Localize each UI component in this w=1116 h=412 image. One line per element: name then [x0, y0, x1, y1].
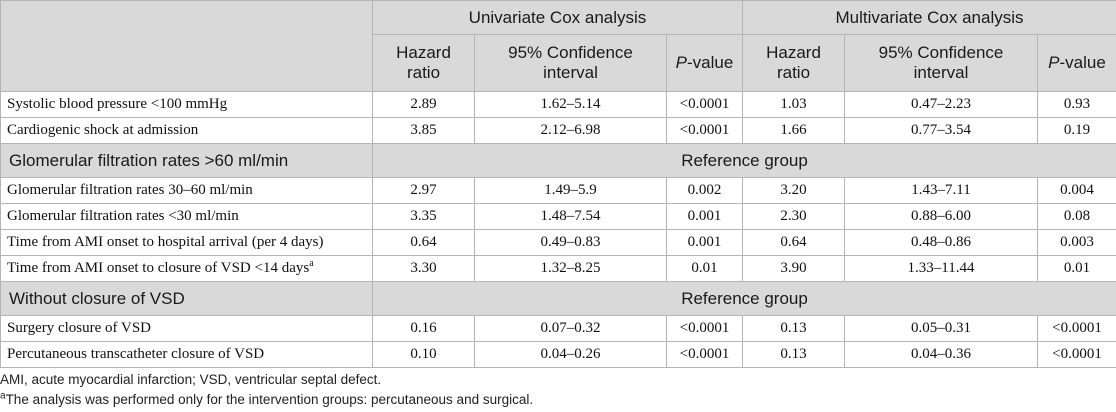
- multivariate-p-value-cell: 0.004: [1038, 178, 1116, 204]
- multivariate-header: Multivariate Cox analysis: [743, 1, 1116, 35]
- multivariate-ci-cell: 0.88–6.00: [845, 204, 1038, 230]
- univariate-ci-cell: 1.49–5.9: [475, 178, 667, 204]
- reference-group-cell: Reference group: [373, 282, 1116, 316]
- footnote-a: aThe analysis was performed only for the…: [0, 392, 1116, 408]
- multivariate-hazard-ratio-cell: 0.13: [743, 316, 845, 342]
- table-footnotes: AMI, acute myocardial infarction; VSD, v…: [0, 372, 1116, 412]
- row-label: Glomerular filtration rates <30 ml/min: [1, 204, 373, 230]
- multivariate-ci-cell: 0.48–0.86: [845, 230, 1038, 256]
- univariate-p-value-header: P-value: [667, 35, 743, 92]
- univariate-hazard-ratio-cell: 0.10: [373, 342, 475, 368]
- univariate-hazard-ratio-header: Hazard ratio: [373, 35, 475, 92]
- multivariate-ci-header: 95% Confidence interval: [845, 35, 1038, 92]
- univariate-hazard-ratio-cell: 3.85: [373, 118, 475, 144]
- univariate-p-value-cell: <0.0001: [667, 118, 743, 144]
- reference-group-cell: Reference group: [373, 144, 1116, 178]
- multivariate-p-value-cell: 0.01: [1038, 256, 1116, 282]
- row-label: Time from AMI onset to hospital arrival …: [1, 230, 373, 256]
- multivariate-hazard-ratio-cell: 1.03: [743, 92, 845, 118]
- multivariate-hazard-ratio-cell: 1.66: [743, 118, 845, 144]
- multivariate-ci-cell: 0.05–0.31: [845, 316, 1038, 342]
- univariate-hazard-ratio-cell: 0.64: [373, 230, 475, 256]
- univariate-p-value-cell: <0.0001: [667, 92, 743, 118]
- row-label: Surgery closure of VSD: [1, 316, 373, 342]
- univariate-ci-cell: 1.32–8.25: [475, 256, 667, 282]
- table-row: Time from AMI onset to hospital arrival …: [1, 230, 1116, 256]
- univariate-ci-cell: 0.04–0.26: [475, 342, 667, 368]
- multivariate-p-value-cell: 0.08: [1038, 204, 1116, 230]
- univariate-ci-cell: 0.49–0.83: [475, 230, 667, 256]
- multivariate-hazard-ratio-header: Hazard ratio: [743, 35, 845, 92]
- univariate-p-value-cell: 0.002: [667, 178, 743, 204]
- multivariate-p-value-cell: 0.93: [1038, 92, 1116, 118]
- multivariate-hazard-ratio-cell: 3.20: [743, 178, 845, 204]
- multivariate-ci-cell: 1.43–7.11: [845, 178, 1038, 204]
- multivariate-p-value-header: P-value: [1038, 35, 1116, 92]
- univariate-p-value-cell: <0.0001: [667, 342, 743, 368]
- univariate-p-value-cell: 0.001: [667, 204, 743, 230]
- univariate-p-value-cell: <0.0001: [667, 316, 743, 342]
- row-label: Percutaneous transcatheter closure of VS…: [1, 342, 373, 368]
- univariate-hazard-ratio-cell: 3.30: [373, 256, 475, 282]
- multivariate-p-value-cell: 0.19: [1038, 118, 1116, 144]
- univariate-p-value-cell: 0.01: [667, 256, 743, 282]
- row-label: Cardiogenic shock at admission: [1, 118, 373, 144]
- multivariate-p-value-cell: <0.0001: [1038, 316, 1116, 342]
- univariate-ci-cell: 2.12–6.98: [475, 118, 667, 144]
- univariate-hazard-ratio-cell: 2.89: [373, 92, 475, 118]
- univariate-hazard-ratio-cell: 0.16: [373, 316, 475, 342]
- footnote-marker: a: [309, 258, 313, 269]
- cox-analysis-table: Univariate Cox analysis Multivariate Cox…: [0, 0, 1116, 368]
- row-label: Glomerular filtration rates 30–60 ml/min: [1, 178, 373, 204]
- multivariate-ci-cell: 0.47–2.23: [845, 92, 1038, 118]
- univariate-p-value-cell: 0.001: [667, 230, 743, 256]
- table-row: Time from AMI onset to closure of VSD <1…: [1, 256, 1116, 282]
- multivariate-ci-cell: 1.33–11.44: [845, 256, 1038, 282]
- row-label: Time from AMI onset to closure of VSD <1…: [1, 256, 373, 282]
- univariate-ci-header: 95% Confidence interval: [475, 35, 667, 92]
- multivariate-hazard-ratio-cell: 0.64: [743, 230, 845, 256]
- table-row: Percutaneous transcatheter closure of VS…: [1, 342, 1116, 368]
- univariate-hazard-ratio-cell: 2.97: [373, 178, 475, 204]
- table-row: Glomerular filtration rates 30–60 ml/min…: [1, 178, 1116, 204]
- section-label: Glomerular filtration rates >60 ml/min: [1, 144, 373, 178]
- multivariate-hazard-ratio-cell: 3.90: [743, 256, 845, 282]
- univariate-header: Univariate Cox analysis: [373, 1, 743, 35]
- abbreviations-footnote: AMI, acute myocardial infarction; VSD, v…: [0, 372, 1116, 388]
- multivariate-hazard-ratio-cell: 2.30: [743, 204, 845, 230]
- univariate-ci-cell: 1.48–7.54: [475, 204, 667, 230]
- univariate-hazard-ratio-cell: 3.35: [373, 204, 475, 230]
- section-label: Without closure of VSD: [1, 282, 373, 316]
- multivariate-p-value-cell: <0.0001: [1038, 342, 1116, 368]
- multivariate-ci-cell: 0.04–0.36: [845, 342, 1038, 368]
- univariate-ci-cell: 0.07–0.32: [475, 316, 667, 342]
- row-label: Systolic blood pressure <100 mmHg: [1, 92, 373, 118]
- univariate-ci-cell: 1.62–5.14: [475, 92, 667, 118]
- multivariate-ci-cell: 0.77–3.54: [845, 118, 1038, 144]
- multivariate-p-value-cell: 0.003: [1038, 230, 1116, 256]
- multivariate-hazard-ratio-cell: 0.13: [743, 342, 845, 368]
- header-blank-cell: [1, 1, 373, 92]
